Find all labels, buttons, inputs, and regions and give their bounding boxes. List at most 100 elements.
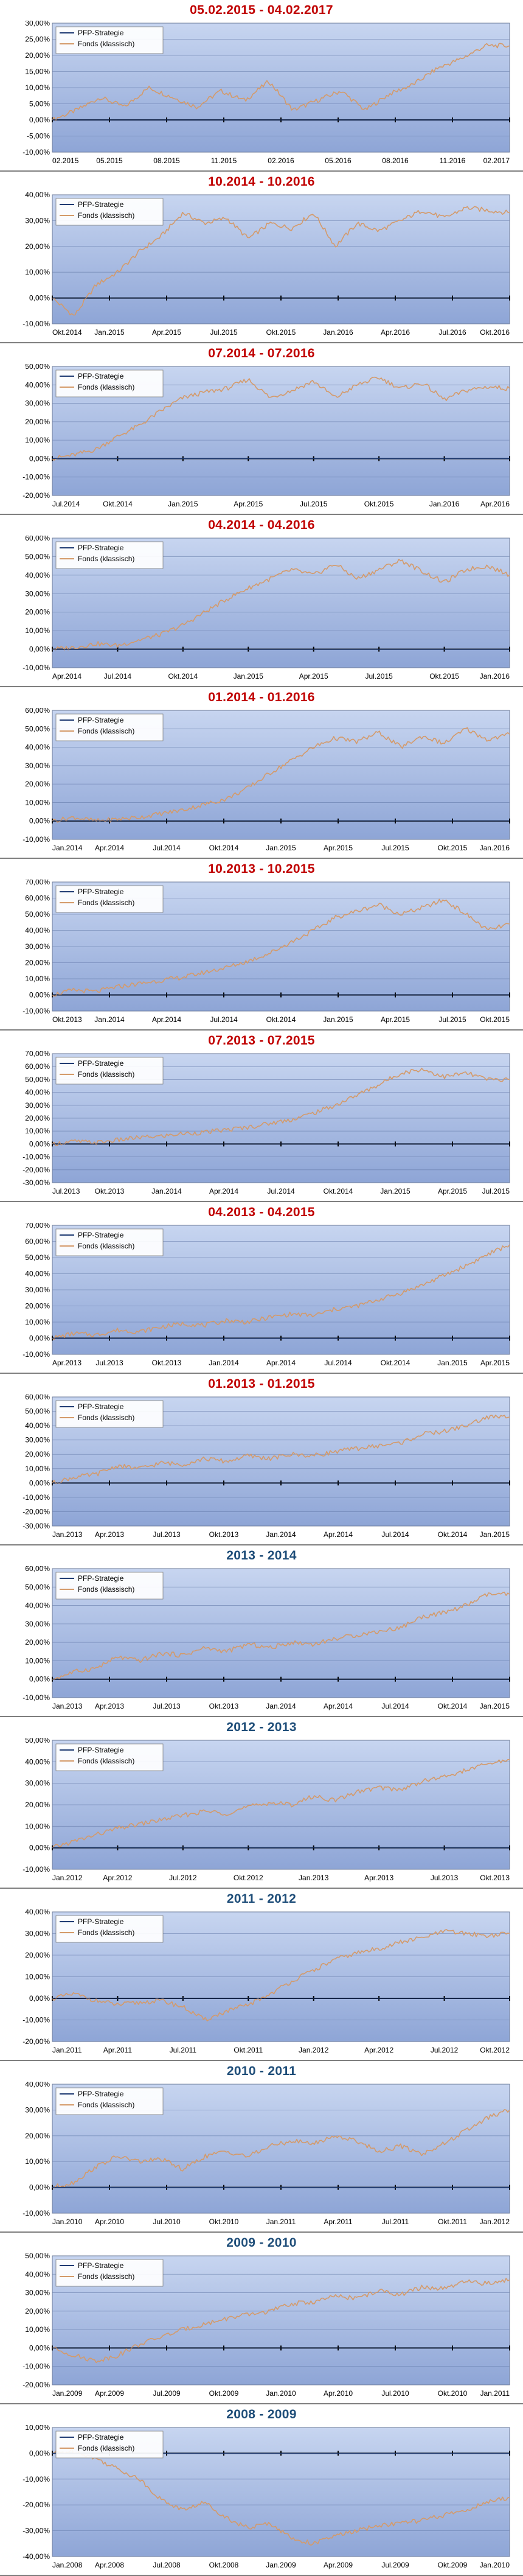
chart-8-x-tick-label: Jul.2013 bbox=[153, 1530, 181, 1539]
chart-2-y-tick-label: 20,00% bbox=[25, 418, 50, 426]
chart-8-y-tick-label: 10,00% bbox=[25, 1465, 50, 1473]
chart-5-y-tick-label: 20,00% bbox=[25, 959, 50, 967]
chart-10-plot: -10,00% 0,00% 10,00% 20,00% 30,00% 40,00% 50,0… bbox=[23, 1738, 510, 1882]
chart-1-y-tick-label: -10,00% bbox=[23, 320, 50, 328]
chart-4-y-tick-label: 40,00% bbox=[25, 743, 50, 752]
chart-14-y-tick-label: 10,00% bbox=[25, 2425, 50, 2432]
chart-6-legend bbox=[55, 1057, 164, 1085]
chart-14-series-fund-line bbox=[52, 2448, 510, 2546]
chart-8-legend-label: PFP-Strategie bbox=[78, 1402, 124, 1411]
chart-10-x-tick-label: Okt.2013 bbox=[480, 1874, 510, 1882]
chart-8-plot: -30,00% -20,00% -10,00% 0,00% 10,00% 20,00% 30… bbox=[23, 1395, 510, 1539]
chart-5-series-fund-line bbox=[52, 898, 510, 997]
chart-10-x-tick-label: Jan.2012 bbox=[52, 1874, 83, 1882]
chart-10-x-tick-label: Jul.2013 bbox=[431, 1874, 459, 1882]
chart-9-x-tick-label: Apr.2013 bbox=[95, 1702, 124, 1710]
chart-2-x-tick-label: Okt.2014 bbox=[103, 500, 133, 508]
chart-6-y-tick-label: 50,00% bbox=[25, 1075, 50, 1083]
chart-5-x-tick-label: Jul.2015 bbox=[438, 1015, 466, 1024]
chart-13-x-tick-label: Apr.2010 bbox=[324, 2389, 353, 2398]
chart-2-y-tick-label: 10,00% bbox=[25, 436, 50, 444]
chart-5-x-tick-label: Jan.2014 bbox=[94, 1015, 125, 1024]
chart-13-x-tick-label: Jul.2009 bbox=[153, 2389, 181, 2398]
chart-8-x-tick-label: Apr.2014 bbox=[324, 1530, 353, 1539]
chart-3-x-tick-label: Okt.2014 bbox=[168, 672, 198, 681]
chart-4-y-tick-label: 10,00% bbox=[25, 798, 50, 807]
chart-0-legend-label: PFP-Strategie bbox=[78, 29, 124, 37]
chart-7-x-tick-label: Apr.2014 bbox=[266, 1359, 296, 1367]
chart-12-plot: -10,00% 0,00% 10,00% 20,00% 30,00% 40,00% Jan.… bbox=[23, 2082, 510, 2226]
chart-13-y-tick-label: 20,00% bbox=[25, 2307, 50, 2315]
chart-14-x-tick-label: Apr.2008 bbox=[95, 2561, 124, 2569]
chart-12-panel: 2010 - 2011 -10,00% 0,00% 10,00% 20,00% 30,00… bbox=[0, 2061, 523, 2233]
chart-4-y-tick-label: 0,00% bbox=[29, 817, 50, 825]
chart-11-x-tick-label: Okt.2011 bbox=[234, 2046, 263, 2054]
chart-13-x-tick-label: Jul.2010 bbox=[381, 2389, 409, 2398]
chart-9-panel: 2013 - 2014 -10,00% 0,00% 10,00% 20,00% 30,00… bbox=[0, 1545, 523, 1717]
chart-8-x-tick-label: Jan.2013 bbox=[52, 1530, 83, 1539]
chart-5-x-tick-label: Okt.2014 bbox=[266, 1015, 296, 1024]
chart-9-x-tick-label: Jan.2013 bbox=[52, 1702, 83, 1710]
chart-10-y-tick-label: -10,00% bbox=[23, 1865, 50, 1874]
chart-5-x-tick-label: Okt.2013 bbox=[52, 1015, 82, 1024]
chart-0-title: 05.02.2015 - 04.02.2017 bbox=[190, 3, 333, 17]
chart-12-y-tick-label: 30,00% bbox=[25, 2105, 50, 2114]
chart-4-x-tick-label: Jan.2016 bbox=[480, 844, 510, 852]
chart-14-plot: -40,00% -30,00% -20,00% -10,00% 0,00% 10,00% J… bbox=[23, 2425, 510, 2569]
chart-2-series-fund-line bbox=[52, 376, 510, 461]
chart-8-y-tick-label: 0,00% bbox=[29, 1479, 50, 1487]
chart-13-panel: 2009 - 2010 -20,00% -10,00% 0,00% 10,00% 20,0… bbox=[0, 2233, 523, 2404]
chart-8-x-tick-label: Jul.2014 bbox=[381, 1530, 409, 1539]
chart-10-y-tick-label: 20,00% bbox=[25, 1801, 50, 1809]
chart-2-x-tick-label: Okt.2015 bbox=[364, 500, 394, 508]
chart-1-x-tick-label: Jan.2016 bbox=[323, 328, 353, 337]
chart-2-y-tick-label: 0,00% bbox=[29, 454, 50, 463]
chart-5-y-tick-label: 0,00% bbox=[29, 991, 50, 999]
chart-4-y-tick-label: 30,00% bbox=[25, 761, 50, 770]
chart-8-y-tick-label: 50,00% bbox=[25, 1407, 50, 1416]
chart-3-y-tick-label: -10,00% bbox=[23, 663, 50, 672]
chart-7-x-tick-label: Apr.2015 bbox=[480, 1359, 510, 1367]
chart-4-title: 01.2014 - 01.2016 bbox=[208, 690, 315, 704]
chart-7-x-tick-label: Okt.2014 bbox=[381, 1359, 410, 1367]
chart-12-x-tick-label: Okt.2011 bbox=[438, 2217, 467, 2226]
chart-11-x-tick-label: Jul.2012 bbox=[431, 2046, 459, 2054]
chart-1-y-tick-label: 20,00% bbox=[25, 242, 50, 251]
chart-3-x-tick-label: Jan.2016 bbox=[480, 672, 510, 681]
chart-13-series-fund-line bbox=[52, 2278, 510, 2364]
chart-3-x-tick-label: Jan.2015 bbox=[234, 672, 264, 681]
chart-0-x-tick-label: 11.2015 bbox=[211, 156, 237, 165]
chart-11-plot: -20,00% -10,00% 0,00% 10,00% 20,00% 30,00% 40,… bbox=[23, 1909, 510, 2054]
chart-6-x-tick-label: Apr.2015 bbox=[438, 1187, 467, 1195]
chart-7-y-tick-label: 60,00% bbox=[25, 1237, 50, 1246]
chart-9-y-tick-label: 20,00% bbox=[25, 1638, 50, 1647]
chart-11-x-tick-label: Jul.2011 bbox=[170, 2046, 197, 2054]
chart-6-y-tick-label: 40,00% bbox=[25, 1088, 50, 1097]
chart-14-x-tick-label: Jul.2009 bbox=[381, 2561, 409, 2569]
chart-11-y-tick-label: 30,00% bbox=[25, 1930, 50, 1938]
chart-6-y-tick-label: 30,00% bbox=[25, 1101, 50, 1110]
chart-12-series-fund-line bbox=[52, 2109, 510, 2189]
chart-2-x-tick-label: Jul.2014 bbox=[52, 500, 80, 508]
chart-8-legend bbox=[55, 1400, 164, 1428]
chart-11-x-tick-label: Apr.2011 bbox=[103, 2046, 132, 2054]
chart-10-y-tick-label: 0,00% bbox=[29, 1844, 50, 1852]
chart-4-panel: 01.2014 - 01.2016 -10,00% 0,00% 10,00% 20,00… bbox=[0, 687, 523, 859]
chart-8-x-tick-label: Okt.2013 bbox=[209, 1530, 239, 1539]
chart-11-y-tick-label: 20,00% bbox=[25, 1951, 50, 1959]
chart-5-x-tick-label: Apr.2014 bbox=[152, 1015, 181, 1024]
chart-1-x-tick-label: Okt.2015 bbox=[266, 328, 296, 337]
chart-8-y-tick-label: -30,00% bbox=[23, 1522, 50, 1530]
chart-6-panel: 07.2013 - 07.2015 -30,00% -20,00% -10,00% 0,… bbox=[0, 1031, 523, 1202]
chart-10-legend bbox=[55, 1743, 164, 1771]
chart-0-series-fund-line bbox=[52, 43, 510, 121]
chart-3-y-tick-label: 40,00% bbox=[25, 571, 50, 579]
chart-8-y-tick-label: 20,00% bbox=[25, 1450, 50, 1458]
chart-4-x-tick-label: Apr.2014 bbox=[95, 844, 124, 852]
chart-4-legend-label: Fonds (klassisch) bbox=[78, 727, 134, 735]
chart-1-x-tick-label: Jan.2015 bbox=[94, 328, 125, 337]
chart-0-panel: 05.02.2015 - 04.02.2017 -10,00% -5,00% 0,00… bbox=[0, 0, 523, 172]
chart-11-legend-label: Fonds (klassisch) bbox=[78, 1928, 134, 1937]
chart-5-y-tick-label: -10,00% bbox=[23, 1007, 50, 1015]
